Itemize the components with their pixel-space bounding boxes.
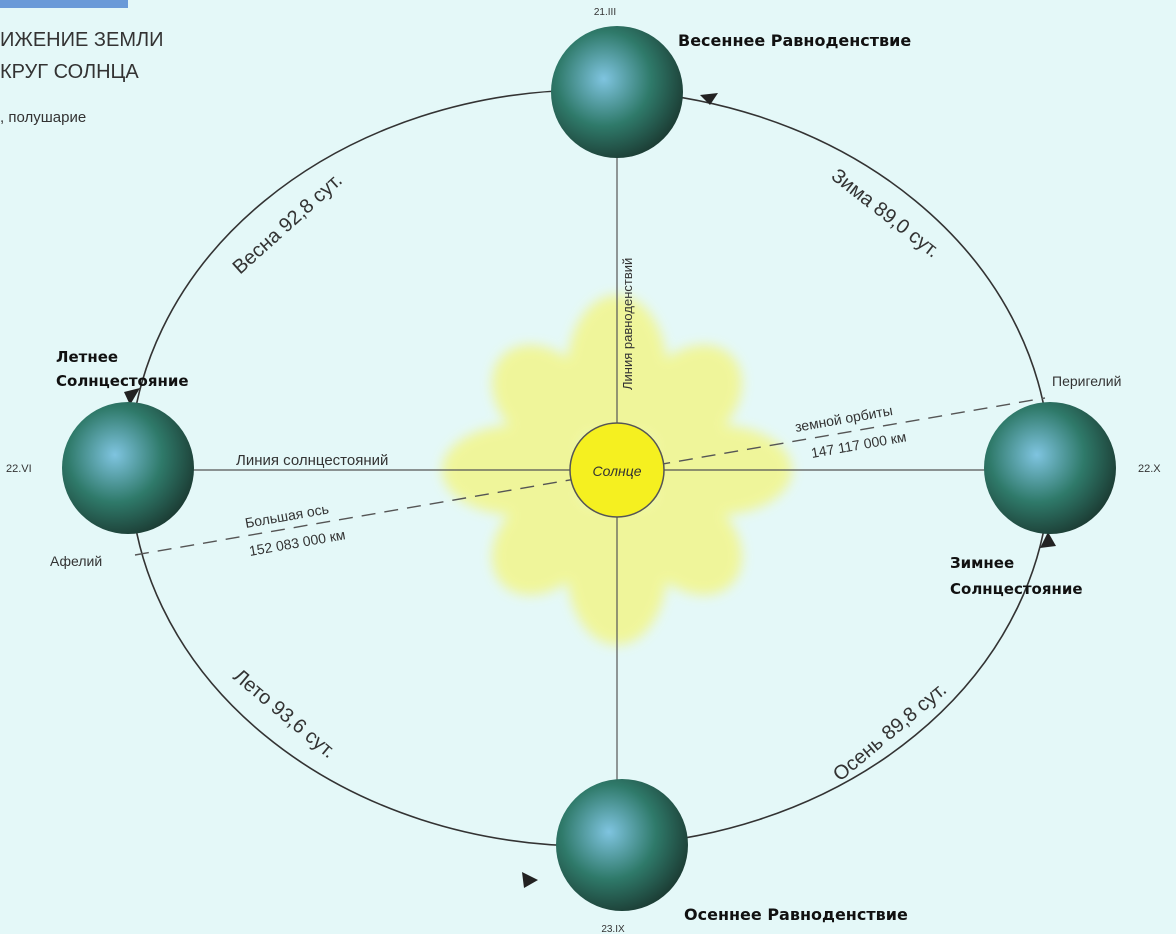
position-label: Летнее [56, 348, 118, 366]
title-line: ИЖЕНИЕ ЗЕМЛИ [0, 29, 163, 51]
corner-decoration [0, 0, 128, 8]
globe [551, 26, 683, 158]
title-line: КРУГ СОЛНЦА [0, 61, 139, 83]
date-label: 23.IX [601, 924, 625, 934]
position-label: Солнцестояние [950, 580, 1083, 598]
date-label: 22.X [1138, 463, 1161, 475]
point-label: Перигелий [1052, 373, 1121, 389]
position-label: Осеннее Равноденствие [684, 905, 908, 924]
date-label: 21.III [594, 7, 616, 18]
line-label: Линия равноденствий [620, 258, 635, 390]
sun-label: Солнце [593, 463, 642, 479]
date-label: 22.VI [6, 463, 32, 475]
page: { "header": {"title_lines": ["ИЖЕНИЕ ЗЕМ… [0, 0, 1176, 934]
globe [556, 779, 688, 911]
globe [984, 402, 1116, 534]
diagram: Солнце ИЖЕНИЕ ЗЕМЛИ КРУГ СОЛНЦА , полуша… [0, 0, 1176, 934]
line-label: Линия солнцестояний [236, 452, 388, 469]
position-label: Солнцестояние [56, 372, 189, 390]
subtitle: , полушарие [0, 109, 86, 126]
globe [62, 402, 194, 534]
point-label: Афелий [50, 553, 102, 569]
position-label: Весеннее Равноденствие [678, 31, 911, 50]
position-label: Зимнее [950, 554, 1014, 572]
